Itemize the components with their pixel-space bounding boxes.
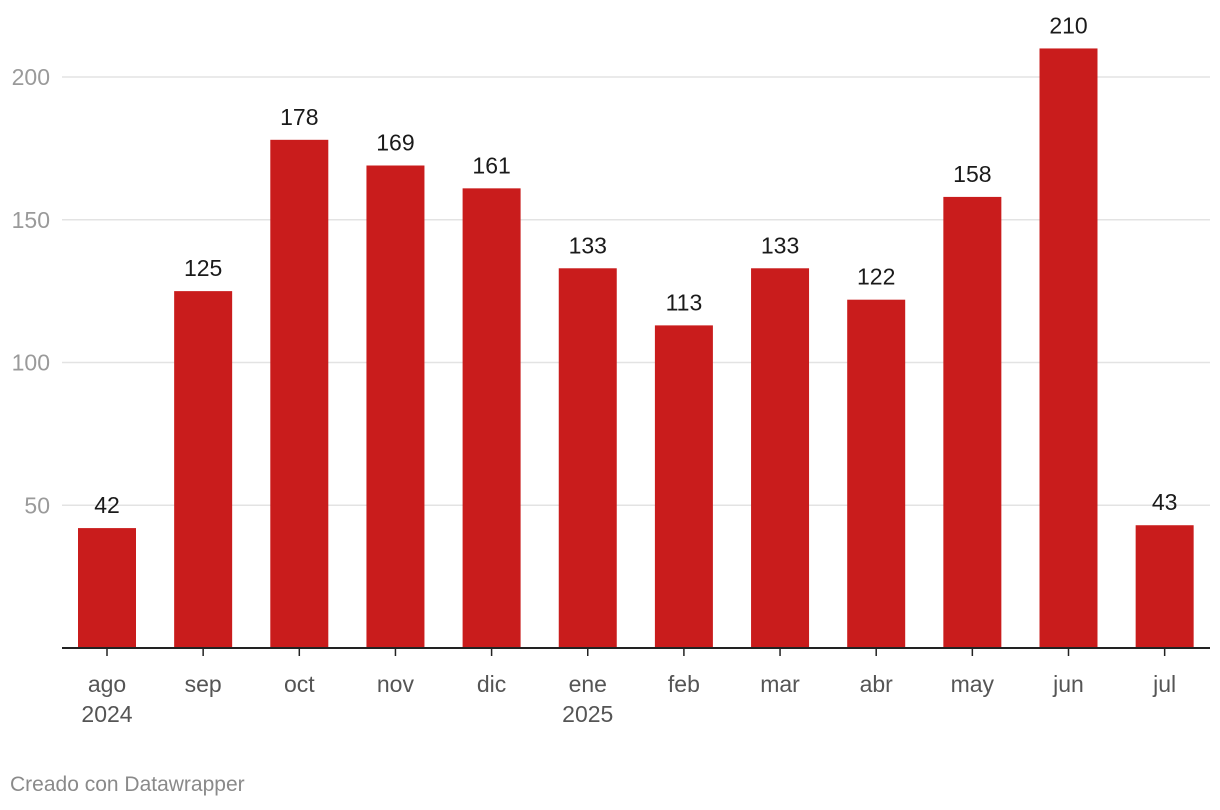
x-tick-label-sep: sep	[185, 671, 222, 697]
data-label-feb: 113	[666, 289, 703, 315]
x-tick-label-feb: feb	[668, 671, 700, 697]
x-axis-ticks: ago 2024 sep oct nov dic ene 2025 feb mar abr may ju…	[81, 648, 1176, 727]
bar-chart: 50 100 150 200 42 125 178 169 161 133 113 133 122 15…	[12, 12, 1210, 727]
bar-ago	[78, 528, 136, 648]
x-tick-label-abr: abr	[860, 671, 894, 697]
x-tick-label-oct: oct	[284, 671, 315, 697]
x-tick-label-jul: jul	[1152, 671, 1176, 697]
bar-dic	[462, 188, 521, 648]
x-tick-label-ago: ago	[88, 671, 126, 697]
x-tick-label-nov: nov	[377, 671, 415, 697]
data-label-nov: 169	[376, 130, 414, 156]
data-label-sep: 125	[184, 255, 222, 281]
gridlines	[62, 76, 1210, 506]
bar-jul	[1135, 525, 1194, 648]
y-tick-label: 50	[24, 492, 50, 518]
bar-feb	[654, 325, 713, 648]
bar-nov	[366, 165, 425, 648]
bar-abr	[847, 299, 906, 648]
x-tick-label-may: may	[951, 671, 995, 697]
x-tick-label-jun: jun	[1052, 671, 1084, 697]
data-label-ago: 42	[94, 492, 120, 518]
bars	[78, 48, 1194, 648]
bar-ene	[558, 268, 617, 648]
y-tick-label: 150	[12, 207, 50, 233]
x-tick-label-ene: ene	[569, 671, 607, 697]
x-tick-label-mar: mar	[760, 671, 800, 697]
x-tick-sublabel-2024: 2024	[81, 701, 132, 727]
footer-credit: Creado con Datawrapper	[10, 773, 245, 796]
y-axis-ticks: 50 100 150 200	[12, 64, 50, 518]
bar-jun	[1039, 48, 1098, 648]
bar-mar	[751, 268, 810, 648]
data-label-ene: 133	[569, 232, 607, 258]
data-label-oct: 178	[280, 104, 318, 130]
data-label-abr: 122	[857, 264, 895, 290]
y-tick-label: 100	[12, 350, 50, 376]
bar-oct	[270, 139, 329, 648]
data-labels: 42 125 178 169 161 133 113 133 122 158 210 43	[94, 12, 1177, 518]
bar-sep	[174, 291, 233, 648]
data-label-dic: 161	[472, 152, 510, 178]
data-label-mar: 133	[761, 232, 799, 258]
x-tick-label-dic: dic	[477, 671, 506, 697]
data-label-jun: 210	[1049, 12, 1087, 38]
data-label-jul: 43	[1152, 489, 1178, 515]
data-label-may: 158	[953, 161, 991, 187]
x-tick-sublabel-2025: 2025	[562, 701, 613, 727]
y-tick-label: 200	[12, 64, 50, 90]
bar-may	[943, 196, 1002, 648]
